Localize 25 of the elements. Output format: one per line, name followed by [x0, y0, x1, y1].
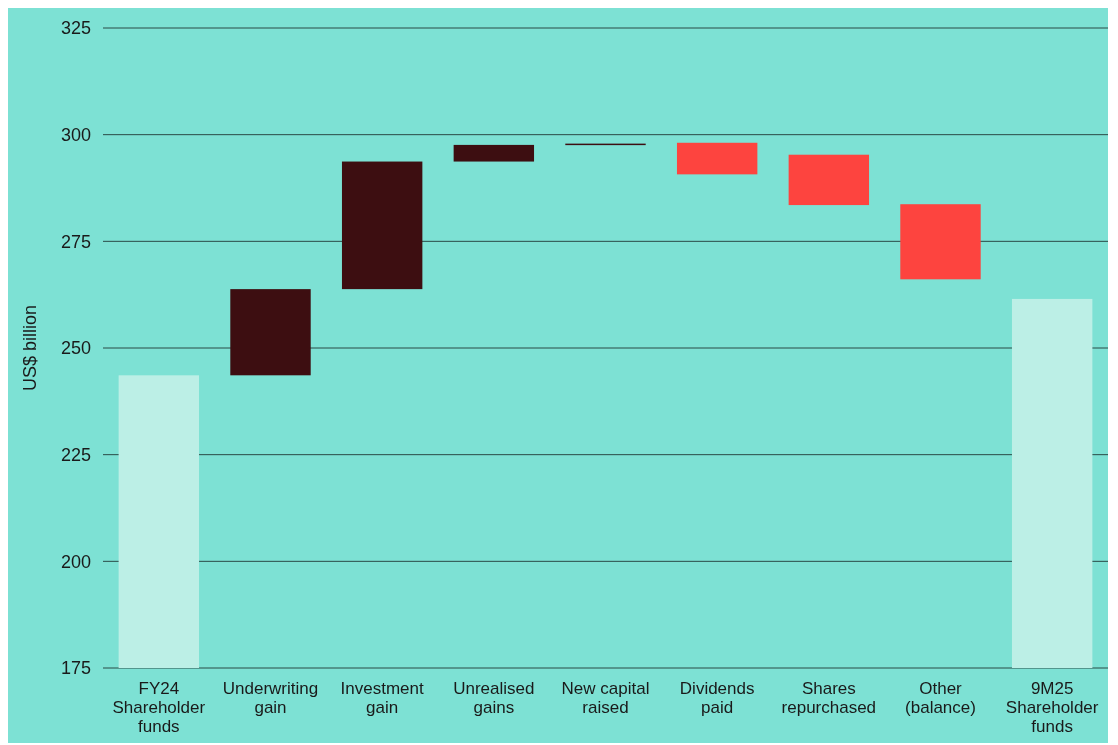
y-tick-label: 225 — [60, 444, 91, 465]
y-tick-label: 275 — [60, 231, 91, 252]
x-tick-label: Unrealised gains — [453, 679, 535, 717]
x-tick-label: Underwriting gain — [222, 679, 319, 717]
y-tick-label: 200 — [60, 551, 91, 572]
x-tick-label: 9M25 Shareholder funds — [1005, 679, 1099, 736]
y-axis-title: US$ billion — [20, 304, 40, 392]
bar — [453, 144, 535, 162]
x-tick-label: Other (balance) — [905, 679, 976, 717]
bar — [341, 161, 423, 290]
x-tick-label: Dividends paid — [679, 679, 755, 717]
bar — [676, 142, 758, 175]
y-tick-label: 300 — [60, 124, 91, 145]
y-tick-label: 175 — [60, 658, 91, 679]
bar — [230, 289, 311, 376]
y-tick-label: 250 — [60, 338, 91, 359]
x-tick-label: Investment gain — [340, 679, 425, 717]
bar — [1011, 298, 1093, 668]
bar — [118, 375, 200, 668]
x-tick-label: New capital raised — [561, 679, 650, 717]
x-tick-label: Shares repurchased — [781, 679, 877, 717]
y-tick-label: 325 — [60, 18, 91, 39]
x-tick-label: FY24 Shareholder funds — [112, 679, 206, 736]
bar — [900, 204, 981, 280]
bar — [788, 154, 870, 206]
